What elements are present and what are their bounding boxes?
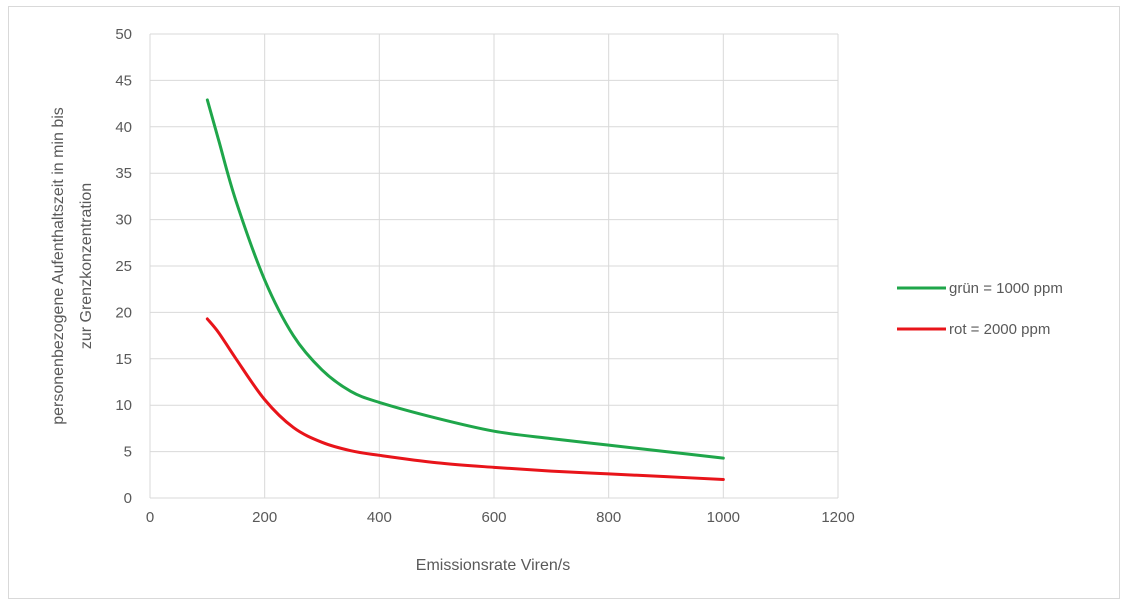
legend: grün = 1000 ppm rot = 2000 ppm [897, 280, 1063, 338]
legend-label: grün = 1000 ppm [949, 280, 1063, 297]
y-tick-label: 40 [115, 119, 132, 136]
y-tick-label: 30 [115, 212, 132, 229]
y-tick-label: 50 [115, 26, 132, 43]
series-lines [205, 98, 725, 481]
x-tick-label: 600 [481, 509, 506, 526]
y-tick-label: 45 [115, 72, 132, 89]
x-axis-title: Emissionsrate Viren/s [416, 557, 570, 574]
axes [149, 34, 838, 499]
chart-container: 0 200 400 600 800 1000 1200 0 5 10 15 20 25 30 35 40 45 5… [8, 6, 1120, 599]
y-tick-label: 25 [115, 258, 132, 275]
series-line-red [205, 317, 725, 481]
y-axis-title-line: personenbezogene Aufenthaltszeit in min … [50, 107, 67, 425]
grid [150, 33, 839, 498]
y-tick-label: 10 [115, 397, 132, 414]
y-axis-title-line: zur Grenzkonzentration [78, 183, 95, 349]
series-line-green [205, 98, 725, 460]
x-tick-label: 800 [596, 509, 621, 526]
x-tick-label: 400 [367, 509, 392, 526]
y-tick-label: 15 [115, 351, 132, 368]
line-chart: 0 200 400 600 800 1000 1200 0 5 10 15 20 25 30 35 40 45 5… [50, 26, 1063, 574]
tick-labels: 0 200 400 600 800 1000 1200 0 5 10 15 20 25 30 35 40 45 5… [115, 26, 854, 526]
y-tick-label: 0 [124, 490, 132, 507]
y-tick-label: 20 [115, 304, 132, 321]
x-tick-label: 0 [146, 509, 154, 526]
x-tick-label: 1200 [821, 509, 854, 526]
legend-label: rot = 2000 ppm [949, 321, 1050, 338]
x-tick-label: 200 [252, 509, 277, 526]
y-axis-title: personenbezogene Aufenthaltszeit in min … [50, 107, 95, 425]
y-tick-label: 5 [124, 444, 132, 461]
x-tick-label: 1000 [707, 509, 740, 526]
y-tick-label: 35 [115, 165, 132, 182]
